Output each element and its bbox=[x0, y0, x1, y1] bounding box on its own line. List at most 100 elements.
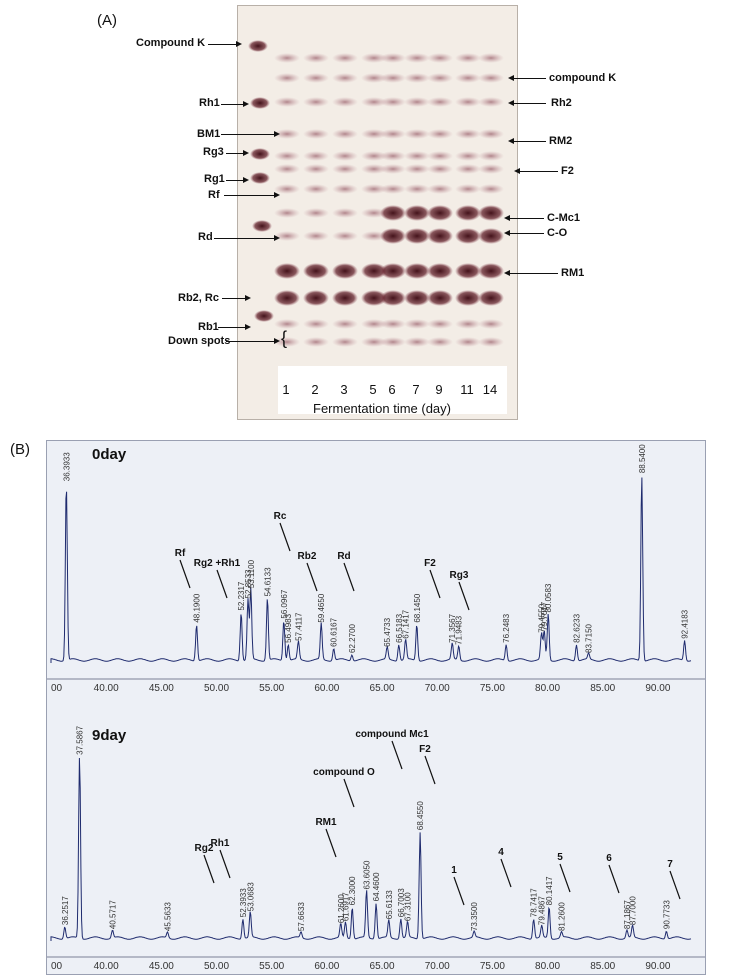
peak-annotation: 6 bbox=[606, 853, 612, 864]
x-tick-label: 50.00 bbox=[204, 683, 229, 694]
peak-annotation: compound Mc1 bbox=[355, 729, 429, 740]
chart-title-9day: 9day bbox=[92, 727, 127, 744]
arrow bbox=[512, 78, 546, 79]
tlc-spot bbox=[427, 151, 453, 161]
tlc-spot bbox=[380, 228, 406, 244]
arrow-head bbox=[274, 192, 280, 198]
arrow bbox=[508, 273, 558, 274]
right-label: RM2 bbox=[549, 135, 573, 147]
left-label: Rb1 bbox=[198, 321, 219, 333]
arrow-head bbox=[504, 270, 510, 276]
peak-rt-label: 52.2317 bbox=[237, 581, 246, 610]
arrow bbox=[512, 103, 546, 104]
peak-rt-label: 60.6167 bbox=[330, 617, 339, 646]
annotation-arrow bbox=[279, 522, 291, 552]
peak-rt-label: 65.6133 bbox=[385, 890, 394, 919]
tlc-standard-spot bbox=[250, 97, 270, 109]
x-tick-label: 80.00 bbox=[535, 961, 560, 972]
tlc-spot bbox=[380, 337, 406, 347]
tlc-spot bbox=[404, 164, 430, 174]
tlc-spot bbox=[303, 184, 329, 194]
annotation-arrow bbox=[343, 562, 355, 592]
peak-rt-label: 53.0683 bbox=[246, 882, 255, 911]
tlc-spot bbox=[361, 208, 387, 218]
lane-number: 11 bbox=[460, 382, 474, 397]
tlc-spot bbox=[404, 53, 430, 63]
peak-rt-label: 40.5717 bbox=[108, 900, 117, 929]
tlc-spot bbox=[478, 337, 504, 347]
tlc-spot bbox=[303, 319, 329, 329]
peak-rt-label: 79.7017 bbox=[540, 601, 549, 630]
right-label: C-Mc1 bbox=[547, 212, 581, 224]
peak-rt-label: 73.3500 bbox=[470, 902, 479, 931]
tlc-spot bbox=[303, 151, 329, 161]
x-tick-label: 70.00 bbox=[425, 683, 450, 694]
tlc-spot bbox=[303, 129, 329, 139]
tlc-spot bbox=[380, 129, 406, 139]
chart-title-0day: 0day bbox=[92, 446, 127, 463]
peak-rt-label: 52.8533 bbox=[244, 569, 253, 598]
peak-rt-label: 68.1450 bbox=[413, 593, 422, 622]
x-tick-label: 60.00 bbox=[314, 961, 339, 972]
peak-annotation: 4 bbox=[498, 847, 504, 858]
arrow bbox=[208, 44, 238, 45]
peak-annotation: Rg2 +Rh1 bbox=[194, 558, 241, 569]
peak-rt-label: 56.0967 bbox=[280, 589, 289, 618]
tlc-spot bbox=[380, 73, 406, 83]
tlc-spot bbox=[455, 319, 481, 329]
peak-rt-label: 62.2700 bbox=[348, 623, 357, 652]
left-label: Rg3 bbox=[203, 146, 224, 158]
peak-rt-label: 57.4117 bbox=[294, 612, 303, 641]
x-tick-label: 65.00 bbox=[370, 961, 395, 972]
lane-number: 14 bbox=[482, 382, 498, 397]
peak-annotation: Rg2 bbox=[195, 843, 214, 854]
peak-rt-label: 66.5183 bbox=[395, 613, 404, 642]
arrow-head bbox=[245, 295, 251, 301]
tlc-spot bbox=[274, 151, 300, 161]
arrow bbox=[224, 195, 276, 196]
tlc-spot bbox=[478, 290, 504, 306]
peak-annotation: Rg3 bbox=[450, 570, 469, 581]
left-label: Down spots bbox=[168, 335, 231, 347]
arrow-head bbox=[245, 324, 251, 330]
tlc-spot bbox=[427, 290, 453, 306]
tlc-spot bbox=[332, 151, 358, 161]
tlc-spot bbox=[455, 228, 481, 244]
tlc-spot bbox=[332, 97, 358, 107]
peak-annotation: Rc bbox=[274, 511, 287, 522]
arrow bbox=[221, 104, 245, 105]
annotation-arrow bbox=[429, 569, 441, 599]
annotation-arrow bbox=[500, 858, 512, 888]
tlc-spot bbox=[361, 184, 387, 194]
tlc-spot bbox=[361, 319, 387, 329]
x-tick-label: 50.00 bbox=[204, 961, 229, 972]
tlc-spot bbox=[427, 228, 453, 244]
tlc-spot bbox=[274, 337, 300, 347]
left-label: Rf bbox=[208, 189, 220, 201]
tlc-spot bbox=[332, 73, 358, 83]
arrow bbox=[508, 218, 544, 219]
x-tick-label: 00 bbox=[51, 683, 63, 694]
annotation-arrow bbox=[179, 559, 191, 589]
tlc-spot bbox=[478, 53, 504, 63]
arrow-head bbox=[504, 230, 510, 236]
peak-annotation: compound O bbox=[313, 767, 375, 778]
tlc-spot bbox=[478, 164, 504, 174]
tlc-spot bbox=[427, 263, 453, 279]
lane-number: 1 bbox=[282, 382, 290, 397]
tlc-spot bbox=[455, 129, 481, 139]
annotation-arrow bbox=[216, 569, 228, 599]
x-tick-label: 40.00 bbox=[94, 961, 119, 972]
tlc-spot bbox=[361, 263, 387, 279]
annotation-arrow bbox=[343, 778, 355, 808]
peak-rt-label: 90.7733 bbox=[662, 900, 671, 929]
tlc-spot bbox=[332, 184, 358, 194]
tlc-spot bbox=[332, 208, 358, 218]
arrow bbox=[226, 153, 244, 154]
x-tick-label: 55.00 bbox=[259, 683, 284, 694]
x-tick-label: 40.00 bbox=[94, 683, 119, 694]
tlc-spot bbox=[380, 263, 406, 279]
arrow bbox=[218, 327, 246, 328]
peak-rt-label: 68.4550 bbox=[416, 801, 425, 830]
